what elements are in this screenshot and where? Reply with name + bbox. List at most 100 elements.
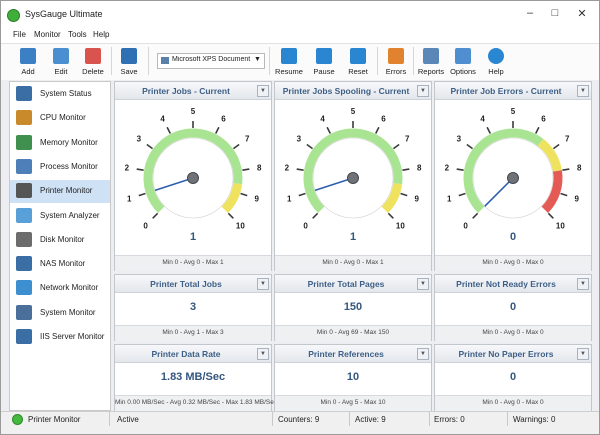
sidebar-icon	[16, 304, 32, 320]
gauge-tick-label: 0	[143, 221, 148, 230]
panel-footer	[275, 395, 431, 411]
gauge-tick	[242, 168, 250, 171]
panel-header	[435, 345, 591, 363]
gauge-tick-label: 7	[405, 135, 410, 144]
sidebar-icon	[16, 280, 32, 296]
gauge-tick-label: 3	[457, 135, 462, 144]
toolbar-button[interactable]: Reports	[413, 45, 449, 78]
toolbar-button[interactable]: Resume	[271, 45, 307, 78]
gauge-hub	[187, 172, 199, 184]
sidebar-item[interactable]: Network Monitor	[10, 277, 110, 300]
gauge-zone	[303, 128, 403, 213]
toolbar-button[interactable]: Reset	[340, 45, 376, 78]
panel-menu-button[interactable]: ▼	[417, 278, 429, 290]
sidebar-item[interactable]: System Analyzer	[10, 205, 110, 228]
sidebar-item[interactable]: CPU Monitor	[10, 107, 110, 130]
menu-item[interactable]: File	[13, 30, 26, 39]
panel-menu-button[interactable]: ▼	[577, 85, 589, 97]
gauge-zone	[221, 182, 243, 214]
gauge-tick	[374, 126, 380, 134]
gauge-tick-label: 2	[285, 164, 290, 173]
sidebar-label: CPU Monitor	[40, 113, 86, 123]
minimize-button[interactable]: –	[526, 7, 534, 19]
panel-menu-button[interactable]: ▼	[257, 85, 269, 97]
panel-menu-button[interactable]: ▼	[577, 278, 589, 290]
gauge-tick	[232, 143, 240, 150]
panel-header	[275, 275, 431, 293]
status-bar	[1, 411, 599, 434]
menu-item[interactable]: Tools	[68, 30, 87, 39]
printer-dropdown[interactable]: Microsoft XPS Document Writ▼	[157, 53, 265, 69]
gauge-tick-label: 1	[127, 195, 132, 204]
sidebar-item[interactable]: IIS Server Monitor	[10, 326, 110, 349]
gauge: 0 1 2 3 4 5 6 7 8 9 10 1	[285, 107, 422, 243]
panel-title: Printer Total Jobs	[150, 279, 222, 289]
gauge-tick	[306, 143, 314, 150]
panel-title: Printer Total Pages	[307, 279, 385, 289]
panel: Printer Jobs Spooling - Current ▼ Min 0 - …	[274, 81, 432, 271]
gauge-tick	[472, 212, 479, 219]
panel-menu-button[interactable]: ▼	[417, 348, 429, 360]
sidebar-item[interactable]: System Monitor	[10, 302, 110, 325]
gauge-tick-label: 1	[447, 195, 452, 204]
gauge-tick-label: 5	[511, 107, 516, 116]
panel-menu-button[interactable]: ▼	[257, 278, 269, 290]
toolbar-button[interactable]: Options	[445, 45, 481, 78]
menu-item[interactable]: Help	[93, 30, 110, 39]
sidebar: System Status CPU Monitor Memory Monitor Pr…	[9, 81, 111, 411]
gauge-tick-label: 2	[125, 164, 130, 173]
sidebar-item[interactable]: NAS Monitor	[10, 253, 110, 276]
toolbar-separator	[148, 47, 149, 75]
toolbar-label: Reports	[417, 67, 445, 76]
sidebar-icon	[16, 256, 32, 272]
status-text: Active: 9	[355, 415, 386, 424]
sidebar-item[interactable]: Process Monitor	[10, 156, 110, 179]
gauge-tick-label: 8	[577, 164, 582, 173]
toolbar-button[interactable]: Pause	[306, 45, 342, 78]
panel-footer	[115, 395, 271, 411]
panel-menu-button[interactable]: ▼	[257, 348, 269, 360]
gauge-tick-label: 1	[287, 195, 292, 204]
toolbar-icon	[281, 48, 297, 64]
gauge-tick	[146, 143, 154, 150]
sidebar-label: System Status	[40, 89, 92, 98]
panel-header	[435, 275, 591, 293]
gauge-needle	[154, 177, 194, 192]
sidebar-item[interactable]: System Status	[10, 83, 110, 106]
toolbar-button[interactable]: Errors	[378, 45, 414, 78]
panel-footer	[435, 255, 591, 271]
sidebar-item[interactable]: Memory Monitor	[10, 132, 110, 155]
close-button[interactable]: ✕	[577, 8, 587, 20]
gauge-tick	[138, 192, 146, 197]
panel-menu-button[interactable]: ▼	[577, 348, 589, 360]
toolbar-button[interactable]: Help	[478, 45, 514, 78]
panel-footer	[275, 325, 431, 341]
panel-footer	[115, 325, 271, 341]
counter-value: 0	[509, 301, 517, 313]
gauge-tick	[152, 212, 159, 219]
maximize-button[interactable]: □	[551, 7, 559, 19]
toolbar-button[interactable]: Add	[10, 45, 46, 78]
toolbar-label: Save	[120, 67, 138, 76]
menu-item[interactable]: Monitor	[34, 30, 61, 39]
toolbar-label: Add	[21, 67, 35, 76]
sidebar-item[interactable]: Printer Monitor	[10, 180, 110, 204]
gauge-tick	[456, 168, 464, 171]
panel-header	[115, 82, 271, 100]
gauge-tick	[214, 126, 220, 134]
gauge: 0 1 2 3 4 5 6 7 8 9 10 1	[125, 107, 262, 243]
counter-value: 150	[343, 301, 363, 313]
gauge-tick	[326, 126, 332, 134]
gauge-tick-label: 8	[417, 164, 422, 173]
toolbar-button[interactable]: Delete	[75, 45, 111, 78]
sidebar-item[interactable]: Disk Monitor	[10, 229, 110, 252]
counter-value: 0	[509, 371, 517, 383]
gauge-tick-label: 5	[351, 107, 356, 116]
toolbar-button[interactable]: Save	[111, 45, 147, 78]
panel-menu-button[interactable]: ▼	[417, 85, 429, 97]
toolbar-label: Errors	[385, 67, 407, 76]
sidebar-label: Disk Monitor	[40, 234, 85, 244]
toolbar-separator	[111, 47, 112, 75]
toolbar-button[interactable]: Edit	[43, 45, 79, 78]
gauge-value: 1	[350, 231, 356, 243]
